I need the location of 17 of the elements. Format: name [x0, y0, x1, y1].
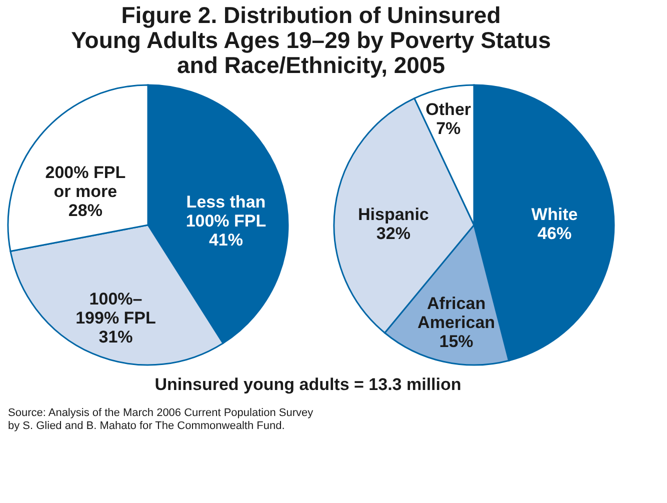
slice-label: Less than 100% FPL: [186, 192, 266, 230]
data-label: 41%: [208, 230, 243, 250]
slice-label: 200% FPL or more: [45, 163, 126, 202]
slice-label: White: [531, 204, 578, 224]
data-label: 7%: [436, 119, 461, 138]
data-label: 32%: [376, 224, 410, 243]
data-label: 46%: [538, 224, 572, 243]
data-label: 15%: [439, 332, 474, 352]
chart-title: Figure 2. Distribution of Uninsured Young Adults Ages 19–29 by Poverty Status and Race/Ethnicity, 2005: [71, 2, 551, 78]
slice-label: Other: [426, 100, 472, 120]
data-label: 28%: [68, 201, 102, 220]
data-label: 31%: [98, 328, 133, 347]
slice-label: Hispanic: [358, 204, 429, 224]
source-note: Source: Analysis of the March 2006 Current Population Survey by S. Glied and B. Mahato for The Commonwealth Fund.: [8, 407, 314, 432]
slice-label: African American: [418, 294, 496, 332]
text: Uninsured young adults = 13.3 million: [154, 375, 462, 394]
slice-label: 100%– 199% FPL: [76, 290, 156, 328]
